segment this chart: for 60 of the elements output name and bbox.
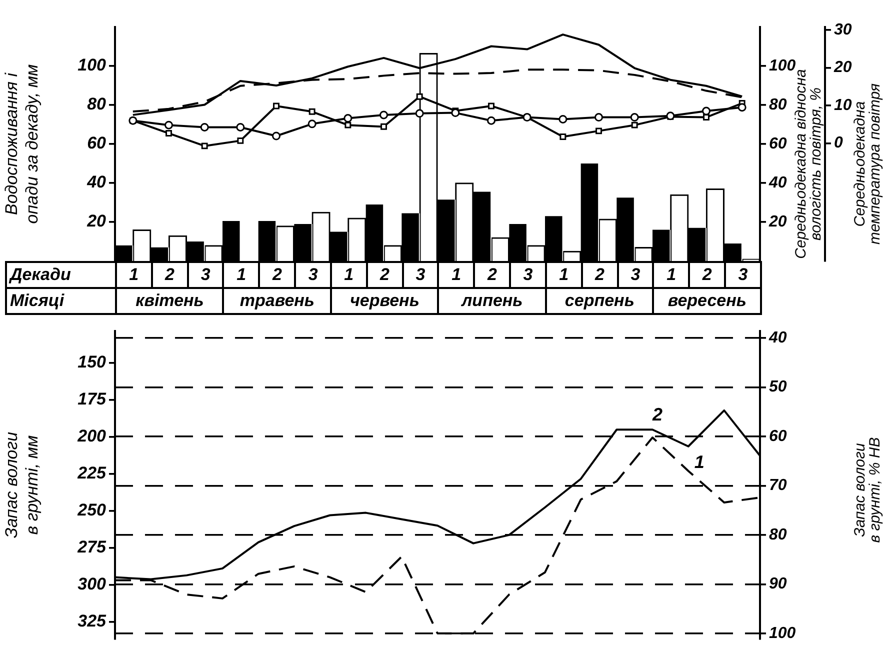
x-tick-label: 3 bbox=[725, 262, 761, 288]
text: липень bbox=[438, 288, 546, 314]
y2-tick-label: 60 bbox=[769, 428, 787, 445]
x-tick-label: 1 bbox=[438, 262, 474, 288]
x-tick-label: 1 bbox=[330, 262, 367, 288]
x-tick-label: 2 bbox=[152, 262, 188, 288]
text: вересень bbox=[653, 288, 761, 314]
y-tick-label: 20 bbox=[86, 212, 107, 231]
y3-tick-label: 20 bbox=[833, 59, 852, 76]
y3-axis-title: Середньодекадна температура повітря bbox=[852, 83, 884, 245]
y2-tick-label: 80 bbox=[769, 96, 787, 114]
y2-tick-label: 40 bbox=[768, 329, 787, 346]
series-label: 2 bbox=[652, 404, 663, 425]
x-tick-label: 2 bbox=[259, 262, 296, 288]
y-tick-label: 225 bbox=[76, 464, 107, 483]
y-tick-label: 200 bbox=[76, 426, 107, 446]
x-tick-label: 3 bbox=[402, 262, 438, 288]
y2-axis-title: Запас вологи в грунті, % НВ bbox=[852, 437, 884, 543]
y2-tick-label: 90 bbox=[769, 576, 787, 593]
x-tick-label: 1 bbox=[223, 262, 260, 288]
x-tick-label: 1 bbox=[116, 262, 152, 288]
x-tick-label: 3 bbox=[510, 262, 546, 288]
y3-tick-label: 0 bbox=[834, 134, 843, 152]
y2-tick-label: 60 bbox=[769, 135, 787, 152]
x-tick-label: 3 bbox=[188, 262, 224, 288]
text: серпень bbox=[546, 288, 654, 314]
y-tick-label: 40 bbox=[86, 172, 107, 192]
y-tick-label: 80 bbox=[87, 94, 107, 114]
y2-tick-label: 100 bbox=[769, 624, 796, 642]
y-tick-label: 175 bbox=[78, 390, 107, 409]
y2-tick-label: 70 bbox=[769, 477, 787, 494]
y-tick-label: 325 bbox=[78, 611, 107, 630]
y2-tick-label: 50 bbox=[769, 378, 787, 396]
y-tick-label: 275 bbox=[76, 537, 107, 556]
y2-tick-label: 20 bbox=[768, 213, 787, 230]
x-tick-label: 1 bbox=[653, 262, 690, 288]
text: Декади bbox=[6, 262, 116, 288]
y3-tick-label: 10 bbox=[834, 96, 852, 114]
x-tick-label: 2 bbox=[582, 262, 618, 288]
text: травень bbox=[223, 288, 331, 314]
text: червень bbox=[330, 288, 438, 314]
y-tick-label: 250 bbox=[76, 500, 107, 520]
x-tick-label: 2 bbox=[474, 262, 510, 288]
x-tick-label: 3 bbox=[295, 262, 331, 288]
y2-tick-label: 40 bbox=[768, 174, 787, 192]
y2-tick-label: 80 bbox=[769, 526, 787, 544]
x-tick-label: 2 bbox=[689, 262, 726, 288]
x-tick-label: 2 bbox=[366, 262, 403, 288]
y-tick-label: 300 bbox=[78, 574, 107, 594]
y-axis-title: Водоспоживання і опади за декаду, мм bbox=[2, 64, 42, 224]
y-tick-label: 100 bbox=[78, 56, 107, 75]
text: квітень bbox=[116, 288, 224, 314]
x-tick-label: 3 bbox=[618, 262, 654, 288]
y-tick-label: 150 bbox=[78, 352, 107, 372]
text: Місяці bbox=[6, 288, 116, 314]
series-label: 1 bbox=[694, 452, 704, 472]
y-tick-label: 60 bbox=[87, 134, 107, 153]
y3-tick-label: 30 bbox=[834, 21, 852, 38]
x-tick-label: 1 bbox=[546, 262, 582, 288]
y-axis-title: Запас вологи в грунті, мм bbox=[2, 431, 42, 538]
